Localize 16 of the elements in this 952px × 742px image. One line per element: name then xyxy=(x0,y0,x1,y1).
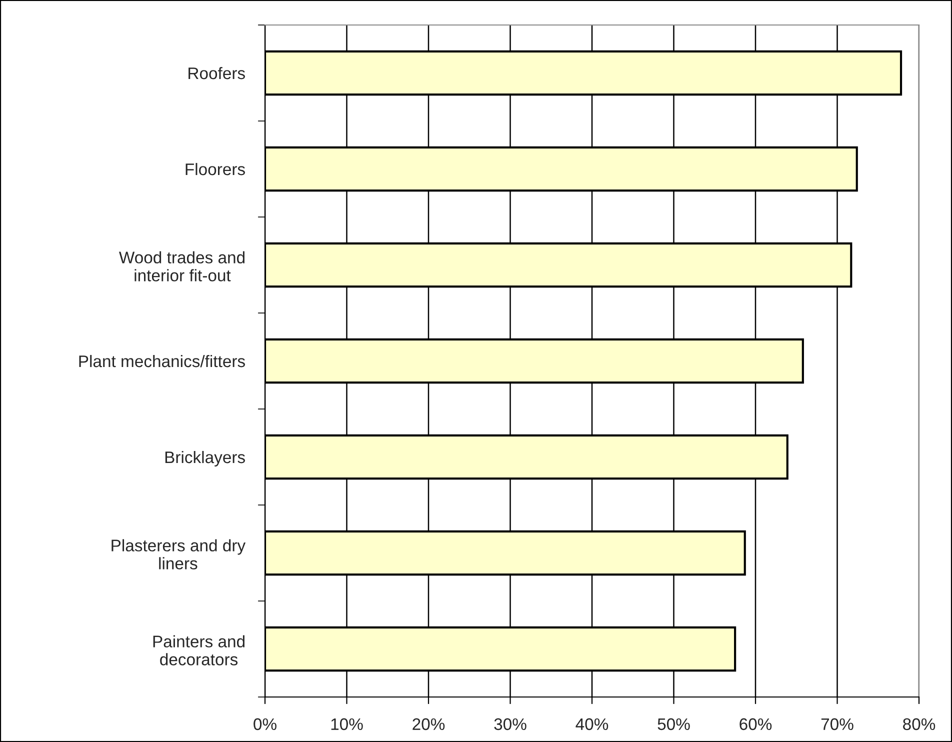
x-tick-label: 30% xyxy=(494,718,526,730)
y-tick-label: Wood trades and interior fit-out xyxy=(119,251,244,282)
x-tick-label: 50% xyxy=(658,718,690,730)
x-tick-label: 60% xyxy=(740,718,772,730)
y-tick-label: Painters and decorators xyxy=(153,635,244,666)
y-tick-label: Floorers xyxy=(186,162,245,176)
y-tick-label: Roofers xyxy=(188,66,245,80)
x-tick-label: 80% xyxy=(903,718,936,730)
y-tick-label: Plasterers and dry liners xyxy=(112,539,246,570)
y-tick-label: Bricklayers xyxy=(165,450,245,466)
x-tick-label: 40% xyxy=(576,718,608,730)
x-tick-label: 0% xyxy=(254,718,276,730)
x-tick-label: 70% xyxy=(821,718,854,730)
y-tick-label: Plant mechanics/fitters xyxy=(79,354,245,368)
x-tick-label: 10% xyxy=(331,718,363,730)
x-tick-label: 20% xyxy=(412,718,445,730)
